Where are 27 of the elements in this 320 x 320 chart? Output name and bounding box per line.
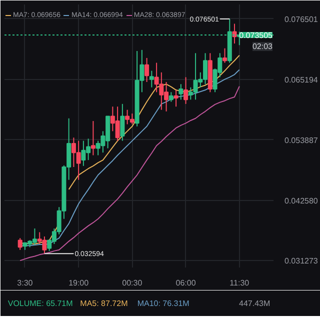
y-tick-label: 0.053887 [284, 136, 318, 145]
text: 447.43M [239, 299, 270, 308]
candlestick [174, 90, 178, 108]
text: 02:03 [252, 42, 274, 51]
x-tick-label: 00:30 [122, 278, 143, 288]
candlestick [90, 120, 96, 156]
y-tick-label: 0.042580 [284, 196, 318, 206]
text: VOLUME: 65.71M [8, 299, 74, 308]
text: MA10: 76.31M [137, 299, 190, 308]
candlestick [178, 84, 184, 100]
x-tick-label: 3:30 [17, 278, 34, 288]
candlestick [222, 48, 228, 64]
candlestick [149, 70, 154, 88]
candlestick [18, 238, 22, 250]
y-tick-label: 0.031273 [284, 256, 318, 266]
ref-line-label: 0.073505 [239, 30, 274, 40]
x-tick-label: 11:30 [230, 278, 250, 288]
x-tick-label: 06:00 [176, 278, 196, 288]
y-tick-label: 0.065194 [284, 75, 318, 84]
x-tick-label: 19:00 [68, 278, 90, 288]
candlestick [144, 57, 150, 83]
candlestick [168, 92, 174, 102]
candlestick [184, 76, 188, 104]
candlestick [120, 103, 125, 142]
text: MA5: 87.72M [80, 299, 128, 308]
y-tick-label: 0.076501 [284, 14, 318, 24]
line-series [20, 86, 240, 262]
